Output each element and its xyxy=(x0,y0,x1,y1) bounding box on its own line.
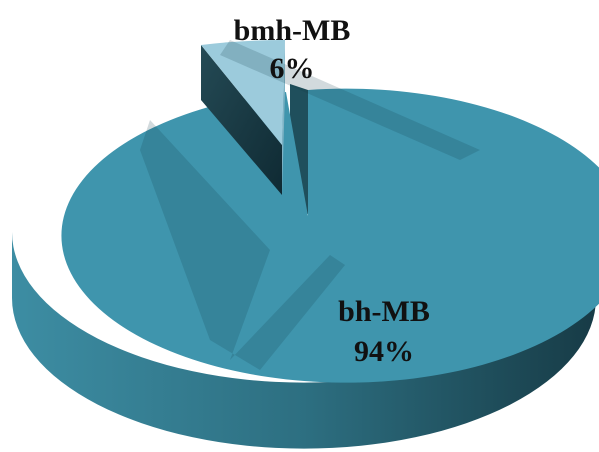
pie-slice-bmh-mb xyxy=(201,40,285,195)
pie-slice-bh-mb-top xyxy=(61,88,599,383)
data-label-bmh-mb-name: bmh-MB xyxy=(234,14,351,47)
pie-slice-bh-mb-side xyxy=(12,232,596,449)
data-label-bh-mb-value: 94% xyxy=(354,335,414,368)
data-label-bh-mb: bh-MB 94% xyxy=(338,295,430,368)
pie-slice-bmh-mb-front xyxy=(282,40,285,195)
data-label-bh-mb-name: bh-MB xyxy=(338,295,430,328)
pie-slice-bmh-mb-top xyxy=(201,40,285,145)
data-label-bmh-mb-value: 6% xyxy=(270,52,315,85)
data-label-bmh-mb: bmh-MB 6% xyxy=(234,14,351,85)
pie-slice-bh-mb xyxy=(12,84,599,449)
pie-slice-bmh-mb-side xyxy=(201,45,282,195)
watermark-graphic xyxy=(140,40,480,370)
